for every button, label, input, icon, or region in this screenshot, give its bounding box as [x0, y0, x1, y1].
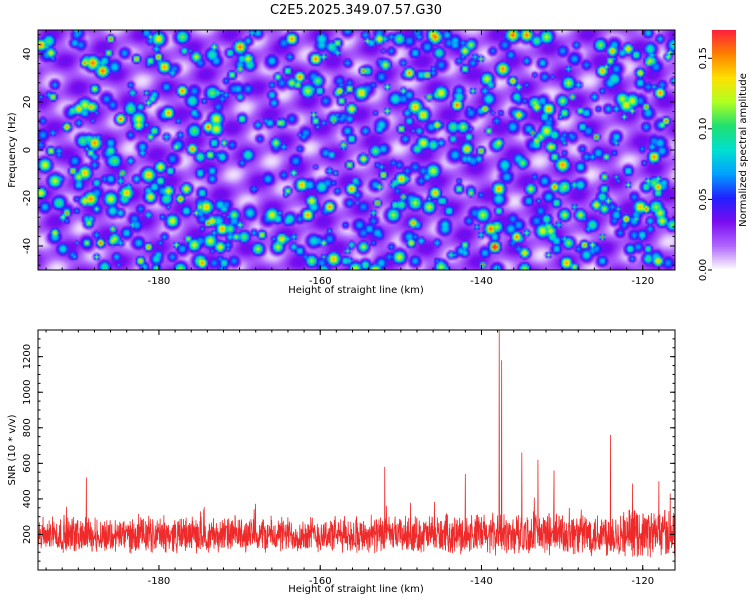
heatmap-y-tick-label: 20	[22, 96, 33, 109]
snr-panel: -180 -160 -140 -120 200 400 600 800 1000 1200 He…	[7, 329, 676, 595]
heatmap-y-ticks: -40 -20 0 20 40	[22, 34, 675, 266]
heatmap-x-ticks: -180 -160 -140 -120	[45, 30, 676, 287]
heatmap-x-tick-label: -120	[631, 276, 654, 287]
heatmap-y-tick-label: -20	[22, 190, 33, 206]
snr-y-tick-label: 200	[22, 525, 33, 544]
heatmap-y-tick-label: -40	[22, 238, 33, 254]
snr-y-tick-label: 600	[22, 454, 33, 473]
snr-y-tick-label: 1200	[22, 344, 33, 369]
snr-series-line	[37, 329, 676, 558]
colorbar: 0.00 0.05 0.10 0.15 Normalized spectral amp…	[698, 30, 749, 281]
snr-x-tick-label: -140	[470, 576, 493, 587]
snr-x-tick-label: -180	[148, 576, 171, 587]
snr-y-tick-label: 1000	[22, 379, 33, 404]
colorbar-tick-label: 0.00	[698, 259, 709, 281]
snr-frame	[37, 329, 676, 571]
colorbar-ticks: 0.00 0.05 0.10 0.15	[698, 47, 712, 281]
colorbar-tick-label: 0.10	[698, 118, 709, 140]
snr-y-label: SNR (10 * v/v)	[7, 414, 18, 485]
colorbar-tick-label: 0.05	[698, 188, 709, 210]
snr-x-tick-label: -160	[309, 576, 332, 587]
snr-y-ticks: 200 400 600 800 1000 1200	[22, 329, 675, 571]
heatmap-image	[38, 30, 675, 270]
snr-y-tick-label: 400	[22, 489, 33, 508]
colorbar-gradient	[712, 30, 736, 270]
heatmap-y-tick-label: 40	[22, 48, 33, 61]
heatmap-y-tick-label: 0	[22, 147, 33, 153]
heatmap-x-tick-label: -140	[470, 276, 493, 287]
heatmap-y-label: Frequency (Hz)	[7, 112, 18, 188]
colorbar-tick-label: 0.15	[698, 47, 709, 69]
heatmap-panel: -180 -160 -140 -120 -40 -20 0 20 40 Height of s…	[7, 29, 676, 296]
heatmap-x-label: Height of straight line (km)	[288, 285, 424, 296]
snr-x-tick-label: -120	[631, 576, 654, 587]
snr-x-label: Height of straight line (km)	[288, 584, 424, 595]
colorbar-label: Normalized spectral amplitude	[738, 73, 749, 227]
snr-y-tick-label: 800	[22, 418, 33, 437]
snr-x-ticks: -180 -160 -140 -120	[45, 330, 676, 587]
heatmap-x-tick-label: -160	[309, 276, 332, 287]
figure-title: C2E5.2025.349.07.57.G30	[270, 3, 442, 18]
heatmap-x-tick-label: -180	[148, 276, 171, 287]
